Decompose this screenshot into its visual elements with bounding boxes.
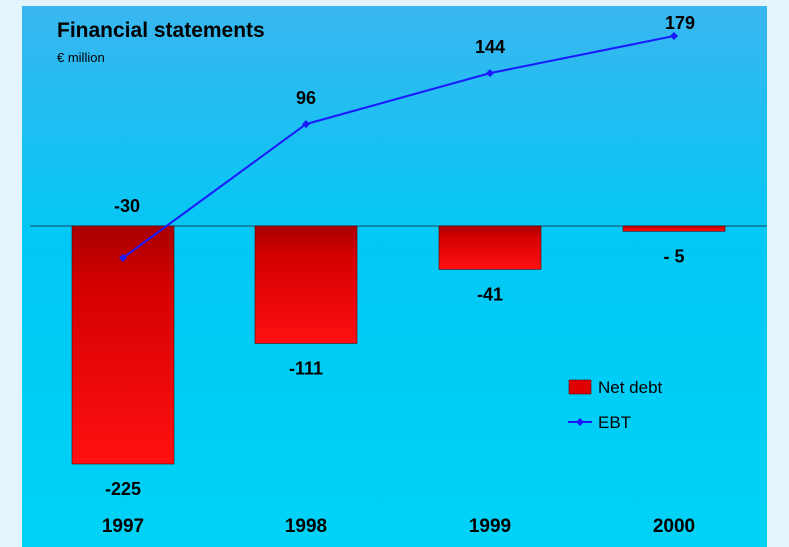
chart-title: Financial statements: [57, 19, 265, 42]
legend: Net debt EBT: [568, 378, 663, 432]
net-debt-bar-1998: [254, 225, 358, 344]
net-debt-bar-1999: [438, 225, 542, 270]
net-debt-label-1999: -41: [477, 284, 503, 304]
ebt-point-2000: [670, 32, 678, 40]
net-debt-bars: [71, 225, 726, 465]
chart-subtitle: € million: [57, 50, 105, 65]
net-debt-bar-1997: [71, 225, 175, 465]
ebt-label-1997: -30: [114, 196, 140, 216]
x-axis-ticks: 1997 1998 1999 2000: [102, 516, 695, 537]
ebt-series: [119, 32, 678, 262]
net-debt-label-1998: -111: [289, 358, 323, 378]
net-debt-label-2000: - 5: [663, 246, 684, 266]
ebt-point-1998: [302, 120, 310, 129]
x-tick-2000: 2000: [653, 516, 695, 537]
x-tick-1997: 1997: [102, 516, 144, 537]
ebt-point-1999: [486, 69, 494, 78]
ebt-label-2000: 179: [665, 13, 695, 33]
net-debt-label-1997: -225: [105, 479, 141, 499]
net-debt-labels: -225 -111 -41 - 5: [105, 246, 685, 499]
ebt-labels: -30 96 144 179: [114, 13, 695, 216]
net-debt-bar-2000: [622, 225, 726, 232]
ebt-line: [122, 35, 675, 259]
legend-swatch-net-debt: [568, 379, 592, 395]
ebt-point-1997: [119, 253, 127, 262]
ebt-label-1998: 96: [296, 88, 316, 108]
legend-marker-ebt: [576, 418, 584, 426]
legend-label-net-debt: Net debt: [598, 378, 663, 397]
legend-label-ebt: EBT: [598, 413, 631, 432]
x-tick-1998: 1998: [285, 516, 327, 537]
ebt-label-1999: 144: [475, 37, 505, 57]
x-tick-1999: 1999: [469, 516, 511, 537]
